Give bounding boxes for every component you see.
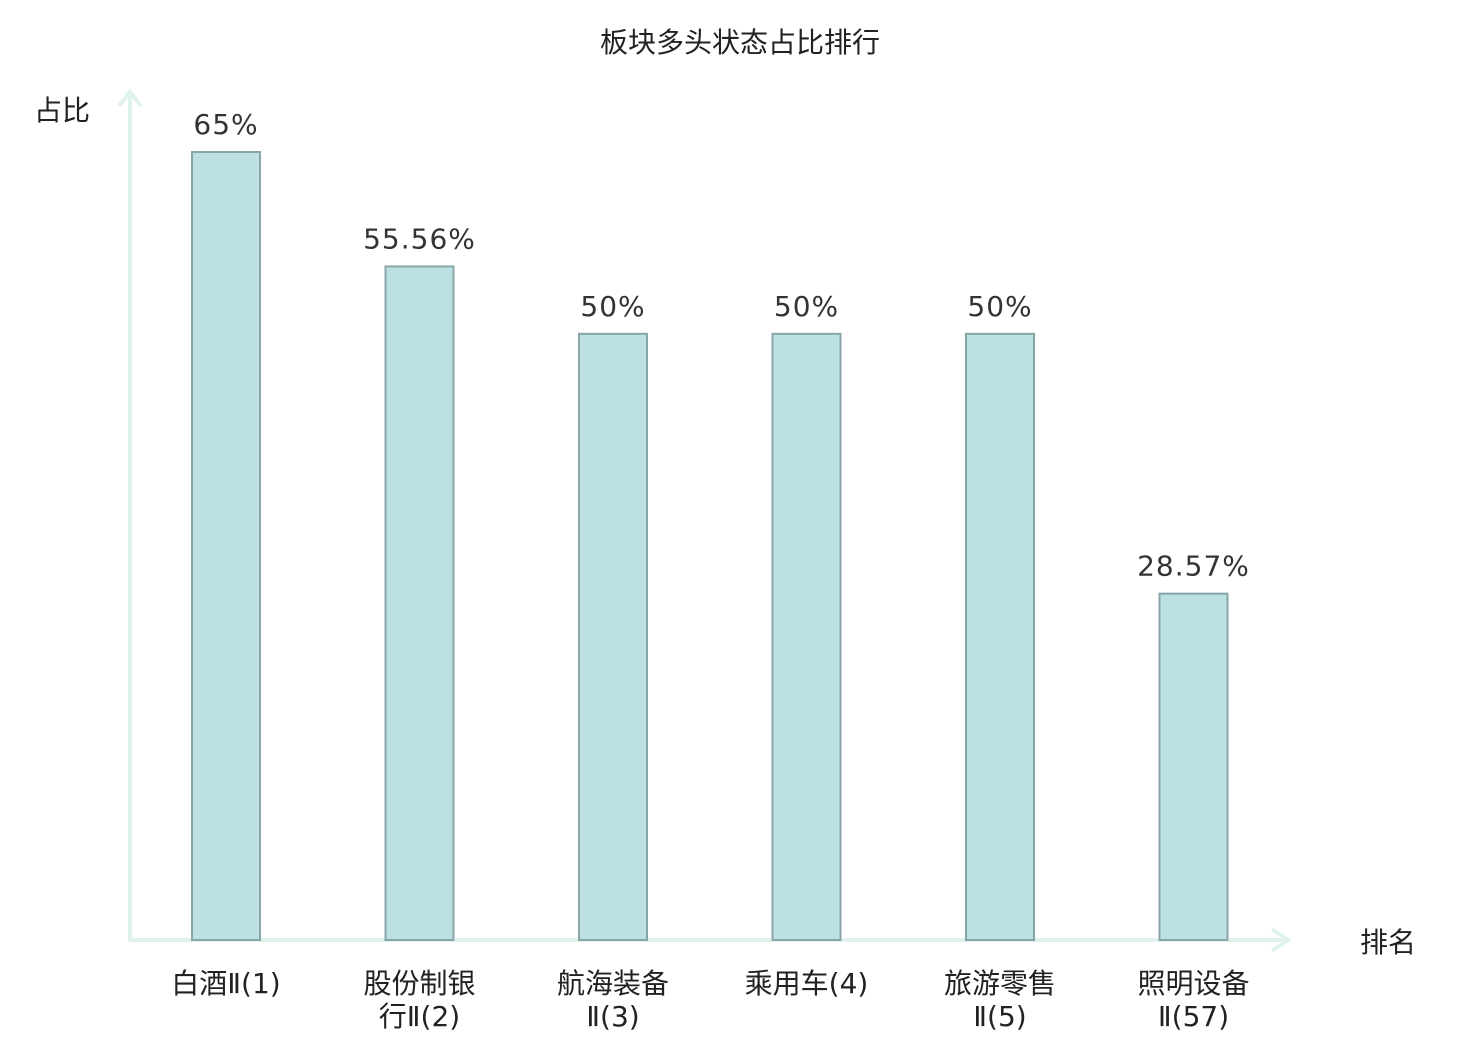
- bar-3: [771, 332, 842, 942]
- category-label-5: 照明设备 Ⅱ(57): [1137, 967, 1249, 1033]
- category-label-2-line-1: Ⅱ(3): [586, 1000, 639, 1033]
- category-label-1-line-1: 行Ⅱ(2): [379, 1000, 460, 1033]
- category-label-1-line-0: 股份制银: [363, 967, 475, 1000]
- category-label-4-line-0: 旅游零售: [944, 967, 1056, 1000]
- category-label-3: 乘用车(4): [745, 967, 869, 1000]
- x-axis: [128, 927, 1292, 953]
- category-label-4: 旅游零售 Ⅱ(5): [944, 967, 1056, 1033]
- category-label-5-line-0: 照明设备: [1137, 967, 1249, 1000]
- category-label-0: 白酒Ⅱ(1): [171, 967, 280, 1000]
- category-label-1: 股份制银行Ⅱ(2): [363, 967, 475, 1033]
- value-label-1: 55.56%: [363, 222, 476, 255]
- value-labels-group: 65% 55.56% 50% 50% 50% 28.57%: [193, 108, 1250, 583]
- value-label-0: 65%: [193, 108, 258, 141]
- category-label-3-line-0: 乘用车(4): [745, 967, 869, 1000]
- y-axis-arrow: [117, 88, 143, 108]
- value-label-2: 50%: [580, 290, 645, 323]
- bar-4: [965, 332, 1035, 942]
- bars-group: [191, 151, 1229, 942]
- x-axis-arrow: [1270, 927, 1292, 953]
- category-label-2: 航海装备 Ⅱ(3): [557, 967, 669, 1033]
- bar-0: [191, 151, 261, 941]
- y-axis: [117, 88, 143, 940]
- x-axis-label: 排名: [1360, 926, 1416, 959]
- y-axis-label: 占比: [34, 94, 90, 127]
- bar-2: [578, 332, 648, 942]
- category-label-5-line-1: Ⅱ(57): [1158, 1000, 1229, 1033]
- category-labels-group: 白酒Ⅱ(1) 股份制银行Ⅱ(2) 航海装备 Ⅱ(3) 乘用车(4) 旅游零售 Ⅱ(5) 照明设…: [171, 967, 1249, 1033]
- category-label-2-line-0: 航海装备: [557, 967, 669, 1000]
- bar-5: [1158, 592, 1229, 941]
- category-label-4-line-1: Ⅱ(5): [973, 1000, 1026, 1033]
- chart-title: 板块多头状态占比排行: [600, 26, 880, 59]
- value-label-3: 50%: [774, 290, 839, 323]
- value-label-4: 50%: [967, 290, 1032, 323]
- bar-1: [384, 265, 455, 941]
- category-label-0-line-0: 白酒Ⅱ(1): [171, 967, 280, 1000]
- value-label-5: 28.57%: [1137, 550, 1250, 583]
